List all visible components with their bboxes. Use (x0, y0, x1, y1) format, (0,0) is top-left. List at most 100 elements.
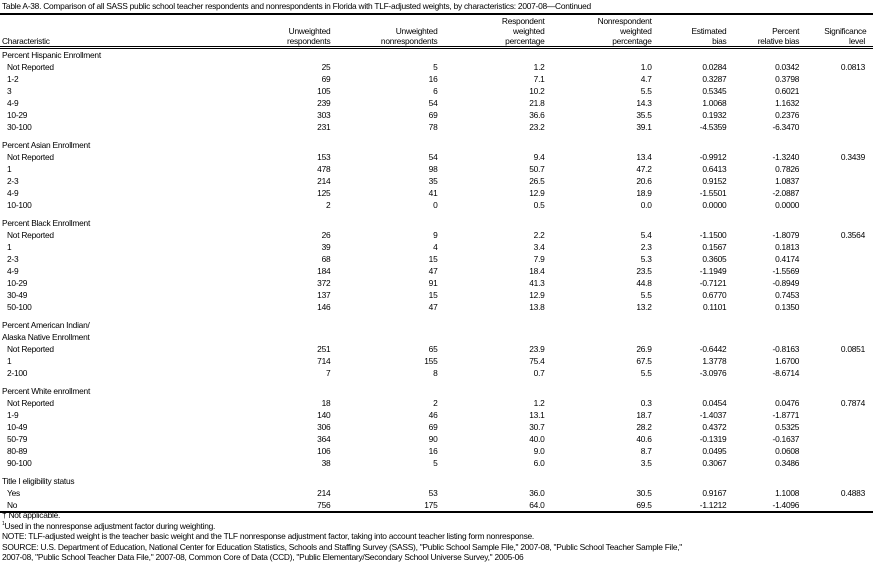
col-percent-relative-bias: Percent relative bias (757, 26, 800, 46)
cell-value: 8 (433, 368, 438, 378)
cell-value: 303 (317, 110, 331, 120)
cell-value: 0.7826 (775, 164, 800, 174)
table-row: 10-29 303 69 36.6 35.5 0.1932 0.2376 (0, 109, 873, 121)
cell-value: 0.0284 (702, 62, 727, 72)
cell-value: 5 (433, 458, 438, 468)
cell-value: -0.8163 (772, 344, 800, 354)
cell-value: 23.9 (529, 344, 545, 354)
cell-value: 0.0 (640, 200, 652, 210)
cell-value: -0.7121 (699, 278, 727, 288)
cell-value: 36.6 (529, 110, 545, 120)
cell-value: 0.5 (533, 200, 545, 210)
cell-value: 0.3486 (775, 458, 800, 468)
cell-value: 0.2376 (775, 110, 800, 120)
row-label: 2-100 (7, 368, 28, 378)
table-row: 3 105 6 10.2 5.5 0.5345 0.6021 (0, 85, 873, 97)
cell-value: 47 (428, 302, 438, 312)
cell-value: 14.3 (636, 98, 652, 108)
cell-value: 0.0000 (702, 200, 727, 210)
cell-value: 372 (317, 278, 331, 288)
cell-value (799, 109, 873, 121)
cell-value (799, 73, 873, 85)
cell-value: 40.6 (636, 434, 652, 444)
cell-value: -1.1949 (699, 266, 727, 276)
table-row: 90-100 38 5 6.0 3.5 0.3067 0.3486 (0, 457, 873, 469)
cell-value: -0.6442 (699, 344, 727, 354)
cell-value: 2 (325, 200, 331, 210)
section-label: Percent White enrollment (2, 386, 91, 396)
row-label: Yes (7, 488, 20, 498)
cell-value: 13.1 (529, 410, 545, 420)
cell-value: 5.5 (640, 368, 652, 378)
cell-value: 0.6770 (702, 290, 727, 300)
row-label: No (0, 499, 233, 513)
cell-value: 23.5 (636, 266, 652, 276)
cell-value: 10.2 (529, 86, 545, 96)
section-header-row: Percent White enrollment (0, 385, 873, 397)
table-row: 10-29 372 91 41.3 44.8 -0.7121 -0.8949 (0, 277, 873, 289)
cell-value: 47.2 (636, 164, 652, 174)
row-label: 2-3 (7, 176, 19, 186)
cell-value: 6.0 (533, 458, 545, 468)
cell-value: 0.3605 (702, 254, 727, 264)
row-label: 10-29 (7, 278, 28, 288)
section-header-row: Percent Black Enrollment (0, 217, 873, 229)
table-row: Yes 214 53 36.0 30.5 0.9167 1.1008 0.4883 (0, 487, 873, 499)
comparison-table: Characteristic Unweighted respondents Un… (0, 15, 873, 513)
table-row: 10-100 2 0 0.5 0.0 0.0000 0.0000 (0, 199, 873, 211)
cell-value: 306 (317, 422, 331, 432)
cell-value (799, 277, 873, 289)
cell-value: 0.7874 (840, 398, 865, 408)
row-label: 10-29 (7, 110, 28, 120)
row-label: Not Reported (7, 230, 54, 240)
row-label: 2-3 (7, 254, 19, 264)
cell-value (799, 301, 873, 313)
cell-value (799, 367, 873, 379)
cell-value: 0.0608 (775, 446, 800, 456)
cell-value: 75.4 (529, 356, 545, 366)
col-nonrespondent-weighted: Nonrespondent weighted percentage (597, 16, 652, 46)
cell-value: 137 (317, 290, 331, 300)
cell-value: 1.0068 (702, 98, 727, 108)
cell-value: 26 (321, 230, 331, 240)
cell-value: 214 (317, 488, 331, 498)
cell-value: 39 (321, 242, 331, 252)
cell-value: 7 (325, 368, 331, 378)
cell-value: 0.0342 (775, 62, 800, 72)
cell-value: 0.0851 (840, 344, 865, 354)
cell-value: 1.1008 (775, 488, 800, 498)
cell-value: 47 (428, 266, 438, 276)
cell-value: 18.4 (529, 266, 545, 276)
cell-value: 26.5 (529, 176, 545, 186)
cell-value: 0.3 (640, 398, 652, 408)
table-row: 30-49 137 15 12.9 5.5 0.6770 0.7453 (0, 289, 873, 301)
cell-value: 2.2 (533, 230, 545, 240)
cell-value: 3.4 (533, 242, 545, 252)
cell-value: 0.9152 (702, 176, 727, 186)
cell-value: 7.1 (533, 74, 545, 84)
cell-value: 38 (321, 458, 331, 468)
cell-value: 239 (317, 98, 331, 108)
cell-value: 478 (317, 164, 331, 174)
section-header-row: Alaska Native Enrollment (0, 331, 873, 343)
table-row: Not Reported 251 65 23.9 26.9 -0.6442 -0.8163 0… (0, 343, 873, 355)
col-unweighted-nonrespondents: Unweighted nonrespondents (380, 26, 438, 46)
cell-value: 231 (317, 122, 331, 132)
section-label: Alaska Native Enrollment (2, 332, 90, 342)
row-label: 90-100 (7, 458, 32, 468)
cell-value: -8.6714 (772, 368, 800, 378)
row-label: 4-9 (7, 98, 19, 108)
table-row: 30-100 231 78 23.2 39.1 -4.5359 -6.3470 (0, 121, 873, 133)
row-label: 80-89 (7, 446, 28, 456)
cell-value: 5.4 (640, 230, 652, 240)
row-label: 50-79 (7, 434, 28, 444)
cell-value: 15 (428, 290, 438, 300)
cell-value: 2 (433, 398, 438, 408)
cell-value: 4 (433, 242, 438, 252)
note-text: NOTE: TLF-adjusted weight is the teacher… (2, 531, 535, 542)
table-row: 1 39 4 3.4 2.3 0.1567 0.1813 (0, 241, 873, 253)
col-estimated-bias: Estimated bias (691, 26, 727, 46)
table-row: Not Reported 25 5 1.2 1.0 0.0284 0.0342 0.0813 (0, 61, 873, 73)
cell-value: 1.3778 (702, 356, 727, 366)
section-header-row: Percent Hispanic Enrollment (0, 48, 873, 62)
